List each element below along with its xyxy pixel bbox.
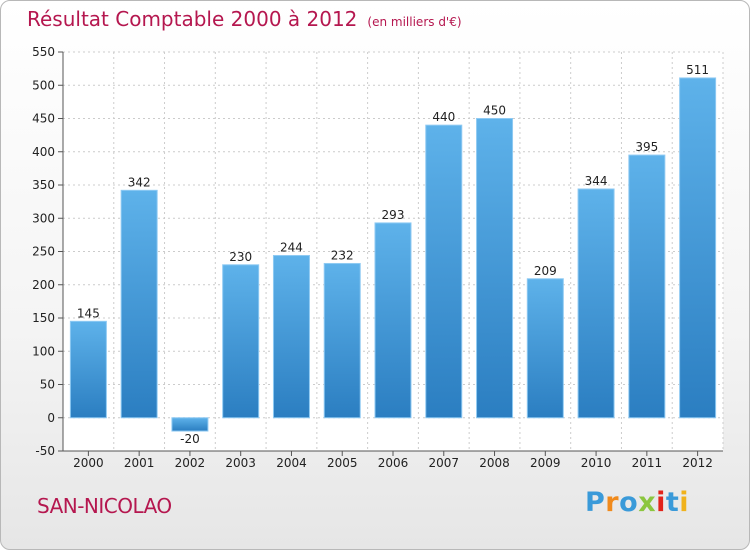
bar-value-label: 440 bbox=[432, 110, 455, 124]
chart-subtitle: (en milliers d'€) bbox=[367, 15, 462, 29]
logo-letter: r bbox=[605, 487, 620, 518]
y-tick-label: 500 bbox=[32, 78, 55, 92]
bar bbox=[69, 320, 107, 419]
logo-letter: x bbox=[638, 487, 657, 518]
chart-title: Résultat Comptable 2000 à 2012 (en millie… bbox=[27, 7, 462, 31]
x-tick-label: 2006 bbox=[378, 456, 409, 470]
bar bbox=[323, 262, 361, 419]
y-tick-label: 0 bbox=[47, 411, 55, 425]
bar-value-label: 293 bbox=[382, 208, 405, 222]
bar bbox=[628, 154, 666, 419]
logo-letter: i bbox=[656, 487, 666, 518]
bar-value-label: 232 bbox=[331, 248, 354, 262]
bar bbox=[374, 222, 412, 419]
x-tick-label: 2012 bbox=[682, 456, 713, 470]
x-tick-label: 2010 bbox=[581, 456, 612, 470]
x-tick-label: 2000 bbox=[73, 456, 104, 470]
y-tick-label: 100 bbox=[32, 344, 55, 358]
bar-value-label: -20 bbox=[180, 432, 200, 446]
y-tick-label: -50 bbox=[35, 444, 55, 458]
x-tick-label: 2007 bbox=[428, 456, 459, 470]
bar bbox=[171, 417, 209, 432]
y-tick-label: 200 bbox=[32, 278, 55, 292]
bar-value-label: 244 bbox=[280, 240, 303, 254]
y-tick-label: 400 bbox=[32, 145, 55, 159]
y-tick-label: 250 bbox=[32, 245, 55, 259]
logo-letter: P bbox=[585, 487, 606, 518]
bar-value-label: 395 bbox=[635, 140, 658, 154]
x-tick-label: 2002 bbox=[175, 456, 206, 470]
bar-value-label: 209 bbox=[534, 264, 557, 278]
y-tick-label: 550 bbox=[32, 45, 55, 59]
bar bbox=[272, 254, 310, 419]
bar bbox=[679, 77, 717, 419]
bar bbox=[425, 124, 463, 419]
bar bbox=[120, 189, 158, 419]
bar-value-label: 344 bbox=[585, 174, 608, 188]
bar bbox=[526, 278, 564, 419]
bar bbox=[577, 188, 615, 419]
title-text: Résultat Comptable 2000 à 2012 bbox=[27, 7, 358, 31]
y-tick-label: 350 bbox=[32, 178, 55, 192]
y-tick-label: 300 bbox=[32, 211, 55, 225]
bar-value-label: 342 bbox=[128, 175, 151, 189]
x-tick-label: 2005 bbox=[327, 456, 358, 470]
x-tick-label: 2001 bbox=[124, 456, 155, 470]
bar-value-label: 511 bbox=[686, 63, 709, 77]
logo-letter: t bbox=[665, 487, 680, 518]
y-tick-label: 50 bbox=[40, 378, 55, 392]
bar-value-label: 145 bbox=[77, 306, 100, 320]
x-tick-label: 2011 bbox=[632, 456, 663, 470]
x-tick-label: 2009 bbox=[530, 456, 561, 470]
y-tick-label: 150 bbox=[32, 311, 55, 325]
x-tick-label: 2008 bbox=[479, 456, 510, 470]
bar bbox=[476, 118, 514, 419]
bar bbox=[222, 264, 260, 419]
bar-value-label: 230 bbox=[229, 250, 252, 264]
x-tick-label: 2004 bbox=[276, 456, 307, 470]
commune-name: SAN-NICOLAO bbox=[37, 494, 172, 518]
logo-letter: i bbox=[679, 487, 690, 518]
bar-value-label: 450 bbox=[483, 104, 506, 118]
logo-letter: o bbox=[619, 487, 639, 518]
proxiti-logo: Proxiti bbox=[585, 487, 689, 518]
y-tick-label: 450 bbox=[32, 112, 55, 126]
x-tick-label: 2003 bbox=[225, 456, 256, 470]
